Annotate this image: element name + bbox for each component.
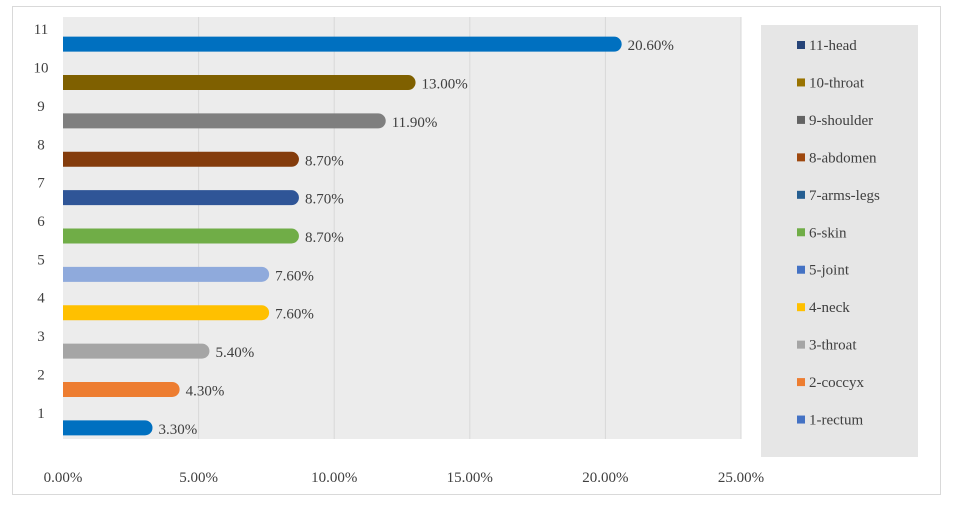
- y-tick-label: 2: [37, 367, 45, 383]
- y-tick-label: 9: [37, 99, 45, 115]
- data-label: 13.00%: [422, 77, 468, 93]
- bar: [63, 36, 622, 52]
- legend-entry: 9-shoulder: [809, 113, 873, 129]
- y-tick-label: 8: [37, 137, 45, 153]
- legend-entry: 10-throat: [809, 75, 865, 91]
- legend-swatch: [797, 41, 805, 49]
- legend: 11-head 10-throat 9-shoulder 8-abdomen 7-arm…: [761, 25, 918, 457]
- bar: [63, 113, 386, 129]
- bar: [63, 420, 153, 436]
- legend-swatch: [797, 378, 805, 387]
- x-tick-label: 15.00%: [447, 470, 493, 486]
- legend-swatch: [797, 265, 805, 274]
- y-tick-label: 11: [34, 22, 48, 38]
- x-tick-label: 5.00%: [179, 470, 218, 486]
- legend-entry: 11-head: [809, 38, 857, 54]
- legend-swatch: [797, 415, 805, 424]
- legend-entry: 1-rectum: [809, 413, 863, 429]
- legend-swatch: [797, 78, 805, 87]
- y-tick-label: 10: [34, 61, 49, 77]
- data-label: 4.30%: [186, 383, 225, 399]
- y-tick-label: 3: [37, 329, 45, 345]
- chart-frame: 0.00% 5.00% 10.00% 15.00% 20.00% 25.00% 3.30% 1…: [12, 6, 941, 495]
- bar: [63, 75, 416, 91]
- y-tick-label: 4: [37, 291, 45, 307]
- legend-swatch: [797, 153, 805, 162]
- bar: [63, 151, 299, 167]
- legend-box: [761, 25, 918, 457]
- y-tick-label: 5: [37, 252, 45, 268]
- legend-swatch: [797, 115, 805, 124]
- legend-swatch: [797, 228, 805, 237]
- x-tick-label: 20.00%: [582, 470, 628, 486]
- legend-entry: 5-joint: [809, 263, 850, 279]
- y-tick-label: 7: [37, 176, 45, 192]
- data-label: 8.70%: [305, 153, 344, 169]
- data-label: 3.30%: [158, 422, 197, 438]
- legend-entry: 8-abdomen: [809, 150, 877, 166]
- legend-entry: 4-neck: [809, 300, 850, 316]
- data-label: 7.60%: [275, 268, 314, 284]
- bar: [63, 305, 270, 321]
- data-label: 11.90%: [392, 115, 438, 131]
- data-label: 5.40%: [215, 345, 254, 361]
- legend-entry: 3-throat: [809, 338, 857, 354]
- y-tick-label: 1: [37, 406, 45, 422]
- legend-swatch: [797, 303, 805, 312]
- legend-swatch: [797, 340, 805, 349]
- bar-chart: 0.00% 5.00% 10.00% 15.00% 20.00% 25.00% 3.30% 1…: [34, 17, 918, 486]
- x-tick-label: 25.00%: [718, 470, 764, 486]
- legend-swatch: [797, 190, 805, 199]
- data-label: 8.70%: [305, 192, 344, 208]
- bar: [63, 343, 210, 359]
- plot-area: 0.00% 5.00% 10.00% 15.00% 20.00% 25.00% 3.30% 1…: [34, 17, 764, 486]
- x-tick-label: 10.00%: [311, 470, 357, 486]
- legend-entry: 7-arms-legs: [809, 188, 880, 204]
- bar: [63, 228, 299, 244]
- data-label: 8.70%: [305, 230, 344, 246]
- bar: [63, 190, 299, 206]
- legend-entry: 2-coccyx: [809, 375, 864, 391]
- data-label: 20.60%: [628, 38, 674, 54]
- data-label: 7.60%: [275, 307, 314, 323]
- x-tick-label: 0.00%: [44, 470, 83, 486]
- legend-entry: 6-skin: [809, 225, 847, 241]
- bar: [63, 381, 180, 397]
- y-tick-label: 6: [37, 214, 45, 230]
- bar: [63, 266, 270, 282]
